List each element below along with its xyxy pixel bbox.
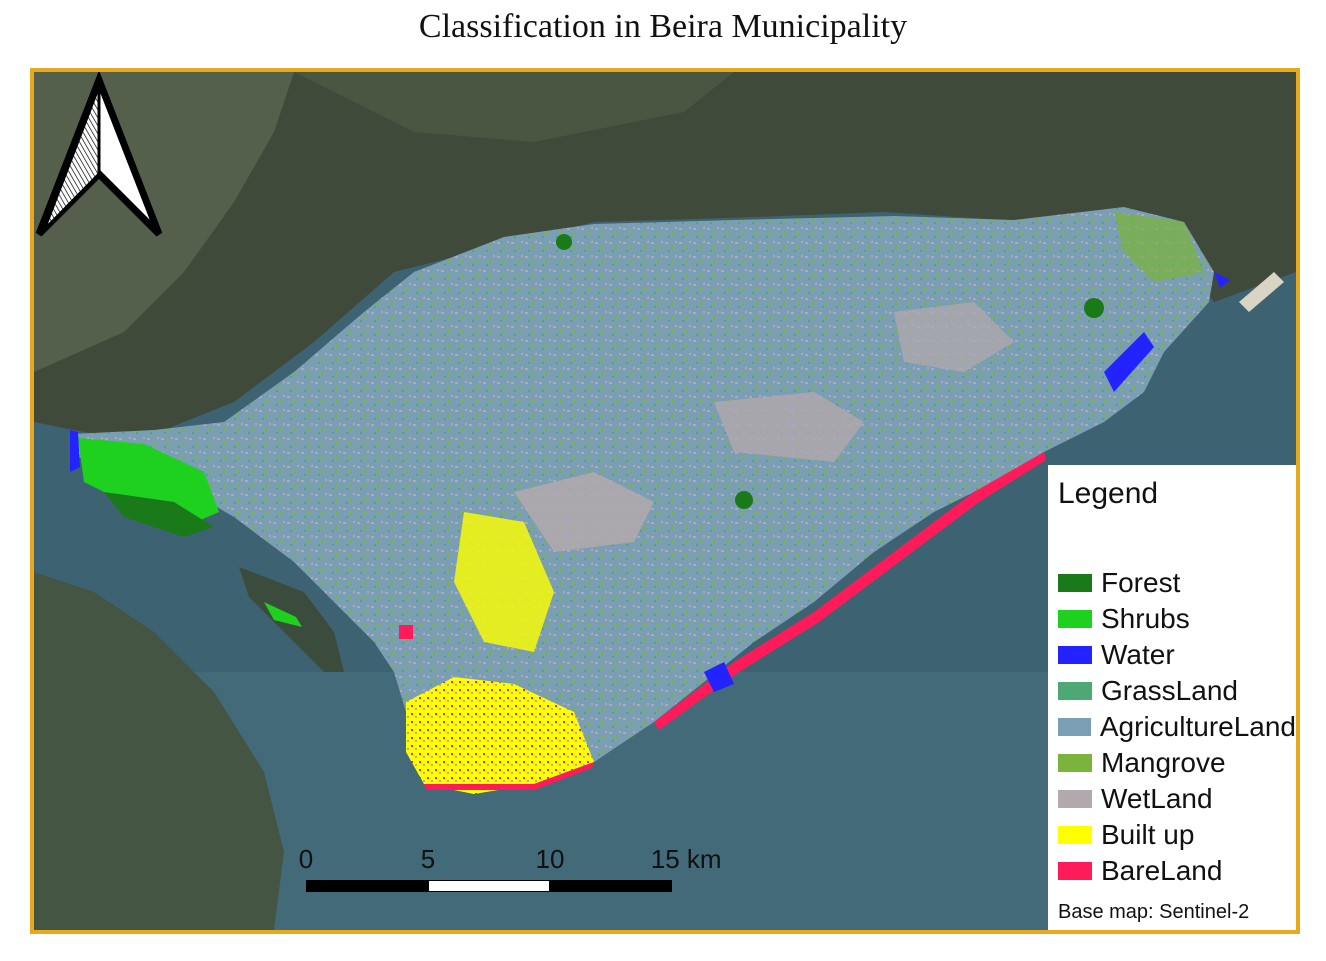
north-arrow-icon [35, 72, 163, 237]
basemap-credit: Base map: Sentinel-2 [1058, 901, 1250, 923]
map-title: Classification in Beira Municipality [418, 8, 908, 45]
mainland-north [34, 72, 1296, 434]
legend-item-mangrove: Mangrove [1058, 745, 1296, 781]
legend-swatch [1058, 790, 1092, 808]
legend-swatch [1058, 610, 1092, 628]
legend-items: Forest Shrubs Water GrassLand AgricultureLan… [1058, 565, 1296, 889]
legend-item-bareland: BareLand [1058, 853, 1296, 889]
legend: Legend Forest Shrubs Water GrassLand Agricul… [1048, 465, 1296, 930]
legend-swatch [1058, 862, 1092, 880]
legend-title: Legend [1058, 477, 1159, 510]
legend-label: Forest [1101, 567, 1181, 598]
scale-label-0: 0 [298, 844, 314, 874]
legend-item-grassland: GrassLand [1058, 673, 1296, 709]
map-frame: 0 5 10 15 km Legend Forest Shrubs Water Gra… [30, 68, 1300, 934]
scale-bar: 0 5 10 15 km [298, 844, 722, 894]
legend-item-agricultureland: AgricultureLand [1058, 709, 1296, 745]
legend-swatch [1058, 574, 1092, 592]
legend-label: WetLand [1101, 783, 1213, 814]
legend-swatch [1058, 718, 1091, 736]
western-shore [34, 572, 284, 930]
legend-label: Mangrove [1101, 747, 1226, 778]
legend-swatch [1058, 646, 1092, 664]
scale-segment-1 [306, 880, 428, 892]
legend-item-wetland: WetLand [1058, 781, 1296, 817]
legend-label: GrassLand [1101, 675, 1238, 706]
scale-label-15: 15 km [650, 844, 722, 874]
scale-label-5: 5 [420, 844, 436, 874]
scale-segment-3 [550, 880, 672, 892]
legend-item-water: Water [1058, 637, 1296, 673]
legend-item-forest: Forest [1058, 565, 1296, 601]
legend-label: Water [1101, 639, 1175, 670]
legend-swatch [1058, 826, 1092, 844]
legend-label: BareLand [1101, 855, 1223, 886]
legend-label: Built up [1101, 819, 1195, 850]
scale-label-10: 10 [535, 844, 565, 874]
legend-item-built-up: Built up [1058, 817, 1296, 853]
legend-label: AgricultureLand [1099, 711, 1296, 742]
scale-segment-2 [428, 880, 550, 892]
legend-item-shrubs: Shrubs [1058, 601, 1296, 637]
built-up-city [406, 677, 594, 794]
legend-swatch [1058, 754, 1092, 772]
legend-swatch [1058, 682, 1092, 700]
legend-label: Shrubs [1101, 603, 1190, 634]
